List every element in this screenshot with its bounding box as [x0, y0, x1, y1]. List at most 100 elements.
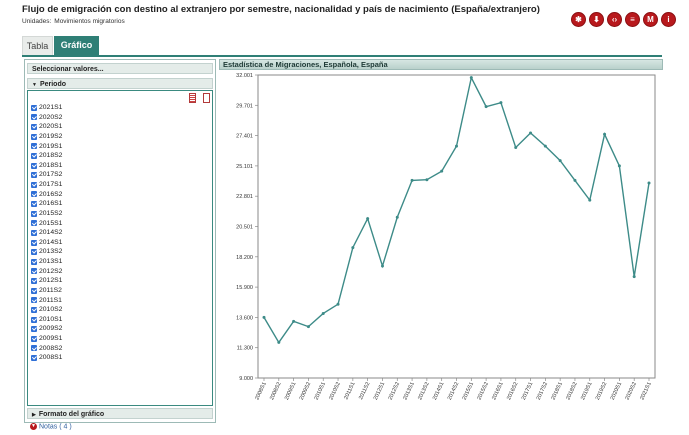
period-item[interactable]: 2016S1 — [31, 199, 151, 209]
data-point[interactable] — [292, 319, 296, 323]
database-icon[interactable]: ≡ — [625, 12, 640, 27]
data-point[interactable] — [262, 315, 266, 319]
checkbox-checked-icon[interactable] — [31, 335, 37, 342]
data-point[interactable] — [558, 159, 562, 163]
checkbox-checked-icon[interactable] — [31, 239, 37, 246]
data-point[interactable] — [647, 181, 651, 185]
checkbox-checked-icon[interactable] — [31, 172, 37, 179]
period-item[interactable]: 2008S1 — [31, 353, 151, 363]
period-label: 2008S2 — [39, 344, 63, 352]
data-point[interactable] — [410, 178, 414, 182]
data-point[interactable] — [499, 101, 503, 105]
tab-tabla[interactable]: Tabla — [22, 36, 53, 55]
download-icon[interactable]: ⬇ — [589, 12, 604, 27]
period-item[interactable]: 2017S2 — [31, 170, 151, 180]
checkbox-checked-icon[interactable] — [31, 287, 37, 294]
period-item[interactable]: 2009S1 — [31, 334, 151, 344]
checkbox-checked-icon[interactable] — [31, 345, 37, 352]
settings-icon[interactable]: ✱ — [571, 12, 586, 27]
period-item[interactable]: 2015S2 — [31, 209, 151, 219]
checkbox-checked-icon[interactable] — [31, 104, 37, 111]
select-all-icon[interactable] — [189, 93, 196, 103]
checkbox-checked-icon[interactable] — [31, 297, 37, 304]
formato-label: Formato del gráfico — [38, 411, 105, 418]
periodo-header[interactable]: ▼ Periodo — [27, 78, 213, 89]
formato-header[interactable]: ▶ Formato del gráfico — [27, 408, 213, 419]
checkbox-checked-icon[interactable] — [31, 278, 37, 285]
period-item[interactable]: 2019S2 — [31, 132, 151, 142]
checkbox-checked-icon[interactable] — [31, 201, 37, 208]
period-label: 2008S1 — [39, 354, 63, 362]
select-values-header[interactable]: Seleccionar valores... — [27, 63, 213, 74]
x-tick-label: 2015S2 — [476, 381, 489, 401]
notas-link[interactable]: ▼ Notas ( 4 ) — [30, 423, 72, 430]
data-point[interactable] — [529, 131, 533, 135]
period-item[interactable]: 2019S1 — [31, 142, 151, 152]
checkbox-checked-icon[interactable] — [31, 124, 37, 131]
data-point[interactable] — [306, 325, 310, 329]
embed-code-icon[interactable]: ‹› — [607, 12, 622, 27]
checkbox-checked-icon[interactable] — [31, 220, 37, 227]
checkbox-checked-icon[interactable] — [31, 114, 37, 121]
checkbox-checked-icon[interactable] — [31, 133, 37, 140]
period-item[interactable]: 2012S1 — [31, 276, 151, 286]
data-point[interactable] — [573, 178, 577, 182]
data-point[interactable] — [277, 340, 281, 344]
data-point[interactable] — [469, 76, 473, 80]
period-item[interactable]: 2008S2 — [31, 344, 151, 354]
period-item[interactable]: 2015S1 — [31, 219, 151, 229]
data-point[interactable] — [617, 164, 621, 168]
info-icon[interactable]: i — [661, 12, 676, 27]
period-item[interactable]: 2013S1 — [31, 257, 151, 267]
period-item[interactable]: 2020S1 — [31, 122, 151, 132]
period-label: 2012S1 — [39, 277, 63, 285]
checkbox-checked-icon[interactable] — [31, 143, 37, 150]
data-point[interactable] — [543, 144, 547, 148]
period-item[interactable]: 2021S1 — [31, 103, 151, 113]
data-point[interactable] — [440, 169, 444, 173]
checkbox-checked-icon[interactable] — [31, 258, 37, 265]
period-item[interactable]: 2012S2 — [31, 267, 151, 277]
period-item[interactable]: 2018S1 — [31, 161, 151, 171]
data-point[interactable] — [366, 217, 370, 221]
data-point[interactable] — [395, 215, 399, 219]
period-item[interactable]: 2014S2 — [31, 228, 151, 238]
data-point[interactable] — [336, 302, 340, 306]
data-point[interactable] — [603, 132, 607, 136]
data-point[interactable] — [514, 145, 518, 149]
data-point[interactable] — [484, 105, 488, 109]
checkbox-checked-icon[interactable] — [31, 268, 37, 275]
period-item[interactable]: 2017S1 — [31, 180, 151, 190]
checkbox-checked-icon[interactable] — [31, 229, 37, 236]
checkbox-checked-icon[interactable] — [31, 306, 37, 313]
checkbox-checked-icon[interactable] — [31, 181, 37, 188]
period-item[interactable]: 2011S2 — [31, 286, 151, 296]
period-item[interactable]: 2020S2 — [31, 113, 151, 123]
period-item[interactable]: 2010S2 — [31, 305, 151, 315]
checkbox-checked-icon[interactable] — [31, 191, 37, 198]
period-item[interactable]: 2018S2 — [31, 151, 151, 161]
period-item[interactable]: 2016S2 — [31, 190, 151, 200]
deselect-all-icon[interactable] — [203, 93, 210, 103]
checkbox-checked-icon[interactable] — [31, 355, 37, 362]
checkbox-checked-icon[interactable] — [31, 316, 37, 323]
data-point[interactable] — [321, 311, 325, 315]
period-item[interactable]: 2010S1 — [31, 315, 151, 325]
data-point[interactable] — [380, 264, 384, 268]
checkbox-checked-icon[interactable] — [31, 162, 37, 169]
data-point[interactable] — [425, 178, 429, 182]
period-item[interactable]: 2011S1 — [31, 296, 151, 306]
checkbox-checked-icon[interactable] — [31, 152, 37, 159]
data-point[interactable] — [632, 275, 636, 279]
checkbox-checked-icon[interactable] — [31, 210, 37, 217]
checkbox-checked-icon[interactable] — [31, 249, 37, 256]
period-item[interactable]: 2009S2 — [31, 324, 151, 334]
data-point[interactable] — [588, 198, 592, 202]
tab-grafico[interactable]: Gráfico — [54, 36, 99, 55]
data-point[interactable] — [455, 144, 458, 148]
checkbox-checked-icon[interactable] — [31, 326, 37, 333]
mobile-icon[interactable]: M — [643, 12, 658, 27]
period-item[interactable]: 2014S1 — [31, 238, 151, 248]
data-point[interactable] — [351, 246, 355, 250]
period-item[interactable]: 2013S2 — [31, 247, 151, 257]
